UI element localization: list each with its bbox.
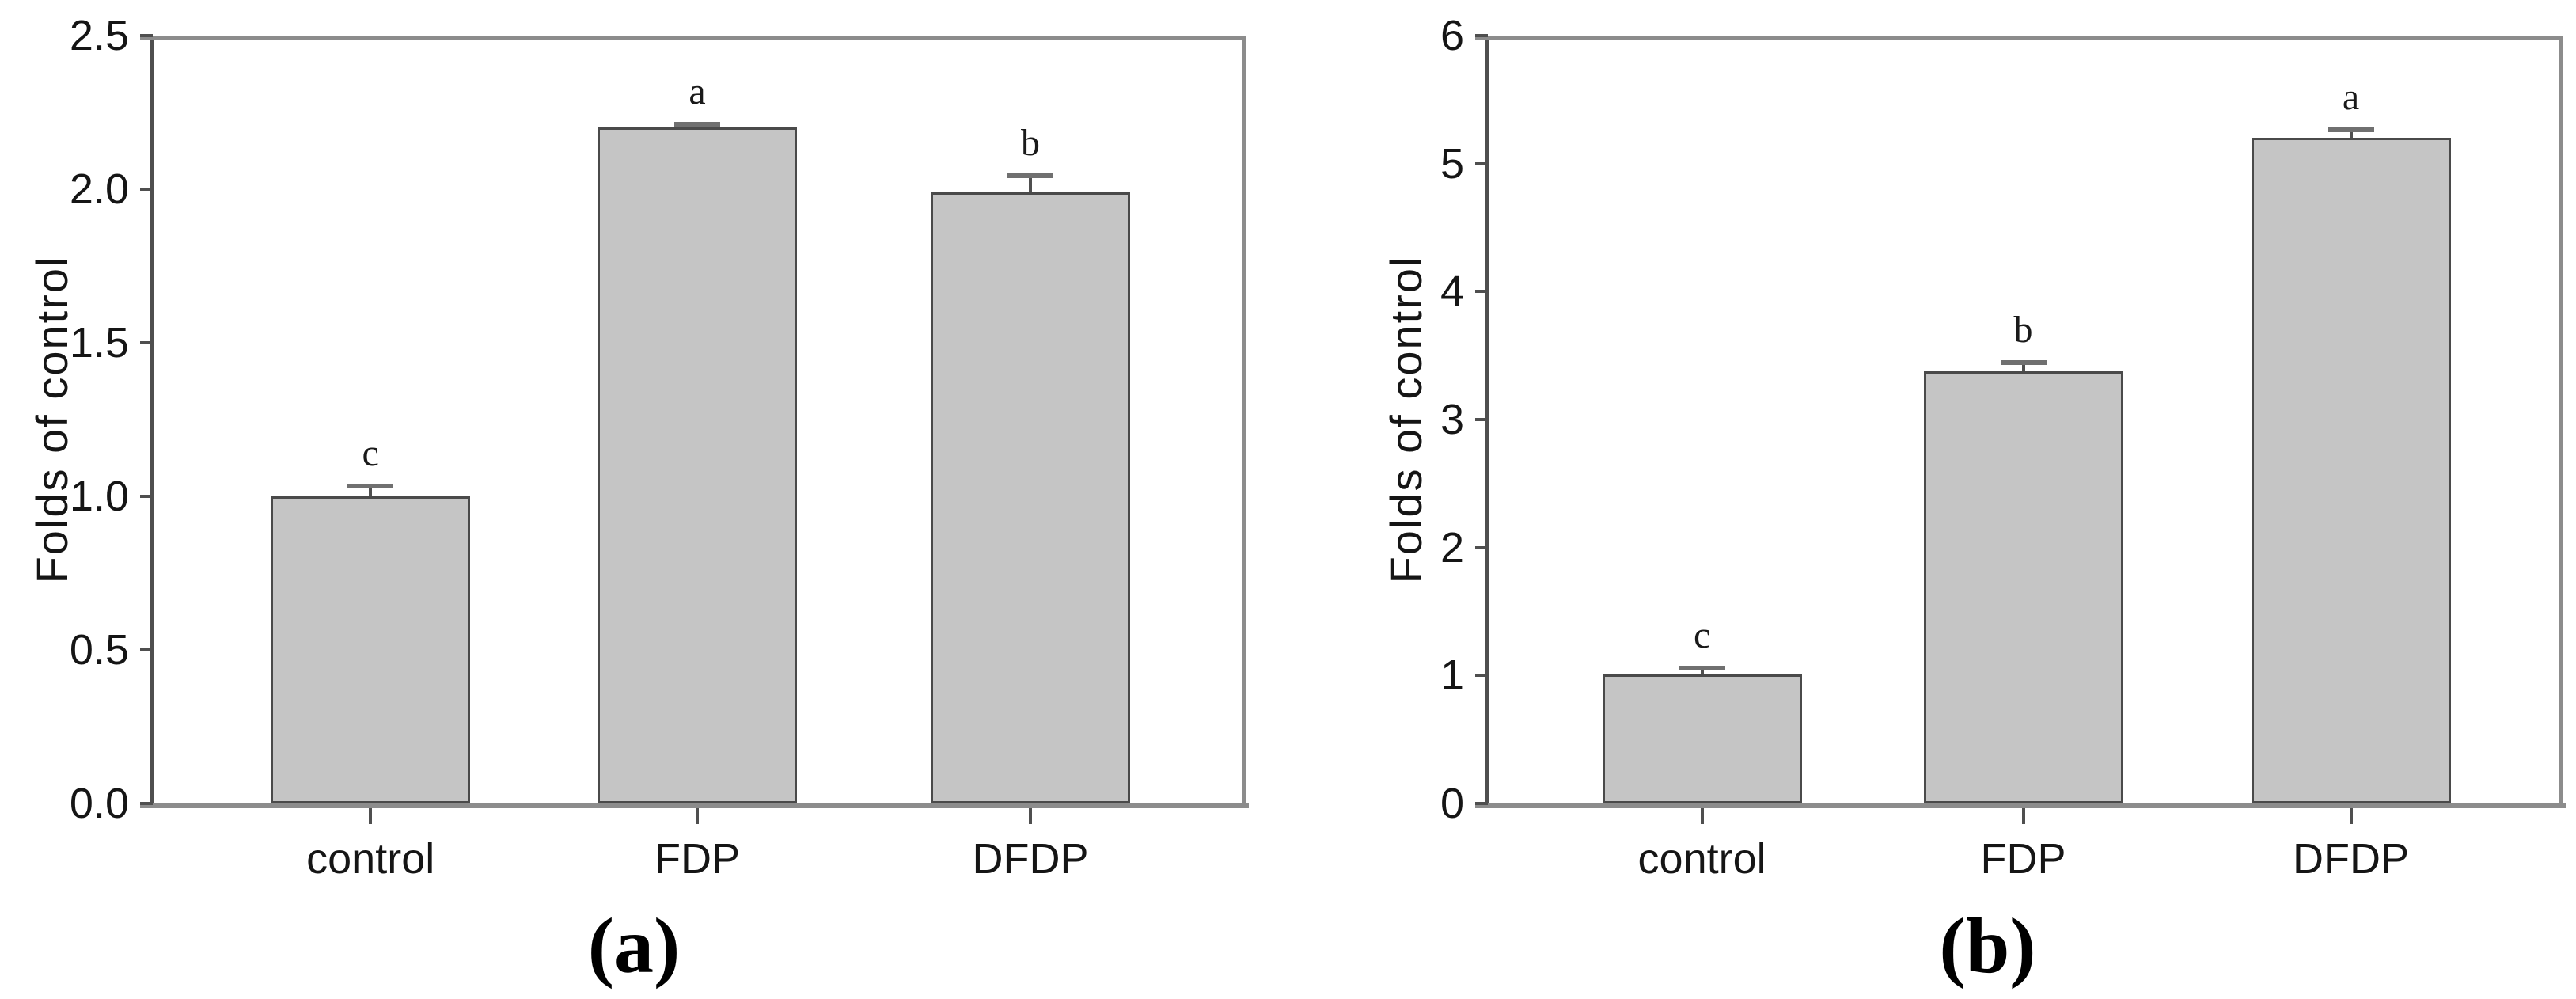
x-category-label: DFDP — [972, 835, 1089, 883]
error-bar-cap — [2328, 127, 2374, 132]
x-tick-mark — [1029, 808, 1033, 824]
y-tick-label: 0 — [1440, 780, 1464, 827]
bar-control — [271, 496, 471, 803]
x-tick-mark — [2021, 808, 2025, 824]
y-tick-mark — [140, 34, 153, 37]
y-axis-title-a: Folds of control — [27, 255, 77, 584]
error-bar-cap — [1007, 173, 1054, 179]
x-tick-mark — [696, 808, 699, 824]
x-category-label: control — [1637, 835, 1766, 883]
y-tick-mark — [1475, 418, 1488, 421]
y-tick-mark — [1475, 161, 1488, 165]
significance-letter: c — [1693, 614, 1711, 657]
x-category-label: DFDP — [2293, 835, 2410, 883]
y-tick-mark — [140, 495, 153, 498]
error-bar-cap — [2000, 359, 2047, 365]
y-tick-mark — [1475, 34, 1488, 37]
y-tick-label: 4 — [1440, 268, 1464, 316]
x-tick-mark — [2349, 808, 2353, 824]
y-tick-label: 0.0 — [69, 780, 129, 827]
y-tick-mark — [1475, 545, 1488, 549]
plot-frame-top — [140, 36, 1246, 40]
x-category-label: FDP — [654, 835, 740, 883]
y-tick-mark — [140, 802, 153, 805]
error-bar-cap — [674, 121, 720, 127]
x-tick-mark — [1700, 808, 1704, 824]
y-axis-line — [1485, 36, 1489, 808]
bar-dfdp — [2251, 138, 2451, 803]
x-category-label: control — [306, 835, 435, 883]
y-axis-title-b: Folds of control — [1381, 255, 1431, 584]
y-tick-label: 2 — [1440, 523, 1464, 572]
panel-letter-b: (b) — [1939, 902, 2036, 990]
error-bar-stem — [2349, 127, 2353, 140]
significance-letter: a — [689, 70, 706, 112]
y-axis-line — [150, 36, 154, 808]
error-bar-stem — [1029, 173, 1033, 194]
x-axis-line — [140, 803, 1249, 808]
y-tick-label: 5 — [1440, 139, 1464, 188]
error-bar-stem — [1700, 666, 1704, 676]
y-tick-mark — [1475, 802, 1488, 805]
y-tick-label: 1.0 — [69, 473, 129, 520]
y-tick-label: 6 — [1440, 12, 1464, 59]
error-bar-cap — [347, 484, 394, 489]
y-tick-label: 2.5 — [69, 12, 129, 59]
y-tick-mark — [140, 648, 153, 651]
bar-fdp — [598, 127, 797, 803]
y-tick-label: 0.5 — [69, 626, 129, 674]
error-bar-cap — [1679, 666, 1725, 671]
significance-letter: b — [2013, 308, 2033, 351]
bar-control — [1602, 674, 1802, 803]
bar-dfdp — [931, 192, 1131, 803]
panel-letter-a: (a) — [587, 902, 681, 990]
error-bar-stem — [369, 484, 373, 498]
error-bar-stem — [2021, 359, 2025, 373]
bar-fdp — [1923, 370, 2123, 803]
x-category-label: FDP — [1980, 835, 2066, 883]
y-tick-mark — [140, 341, 153, 344]
y-tick-label: 1 — [1440, 651, 1464, 700]
y-tick-mark — [1475, 674, 1488, 678]
significance-letter: b — [1021, 122, 1041, 165]
significance-letter: c — [362, 432, 379, 475]
plot-frame-right — [2559, 36, 2563, 808]
y-tick-mark — [140, 188, 153, 191]
y-tick-mark — [1475, 290, 1488, 294]
plot-frame-right — [1242, 36, 1246, 808]
x-axis-line — [1475, 803, 2566, 808]
y-tick-label: 2.0 — [69, 165, 129, 213]
y-tick-label: 1.5 — [69, 319, 129, 367]
x-tick-mark — [369, 808, 373, 824]
significance-letter: a — [2342, 75, 2360, 118]
plot-frame-top — [1475, 36, 2563, 40]
y-tick-label: 3 — [1440, 396, 1464, 443]
